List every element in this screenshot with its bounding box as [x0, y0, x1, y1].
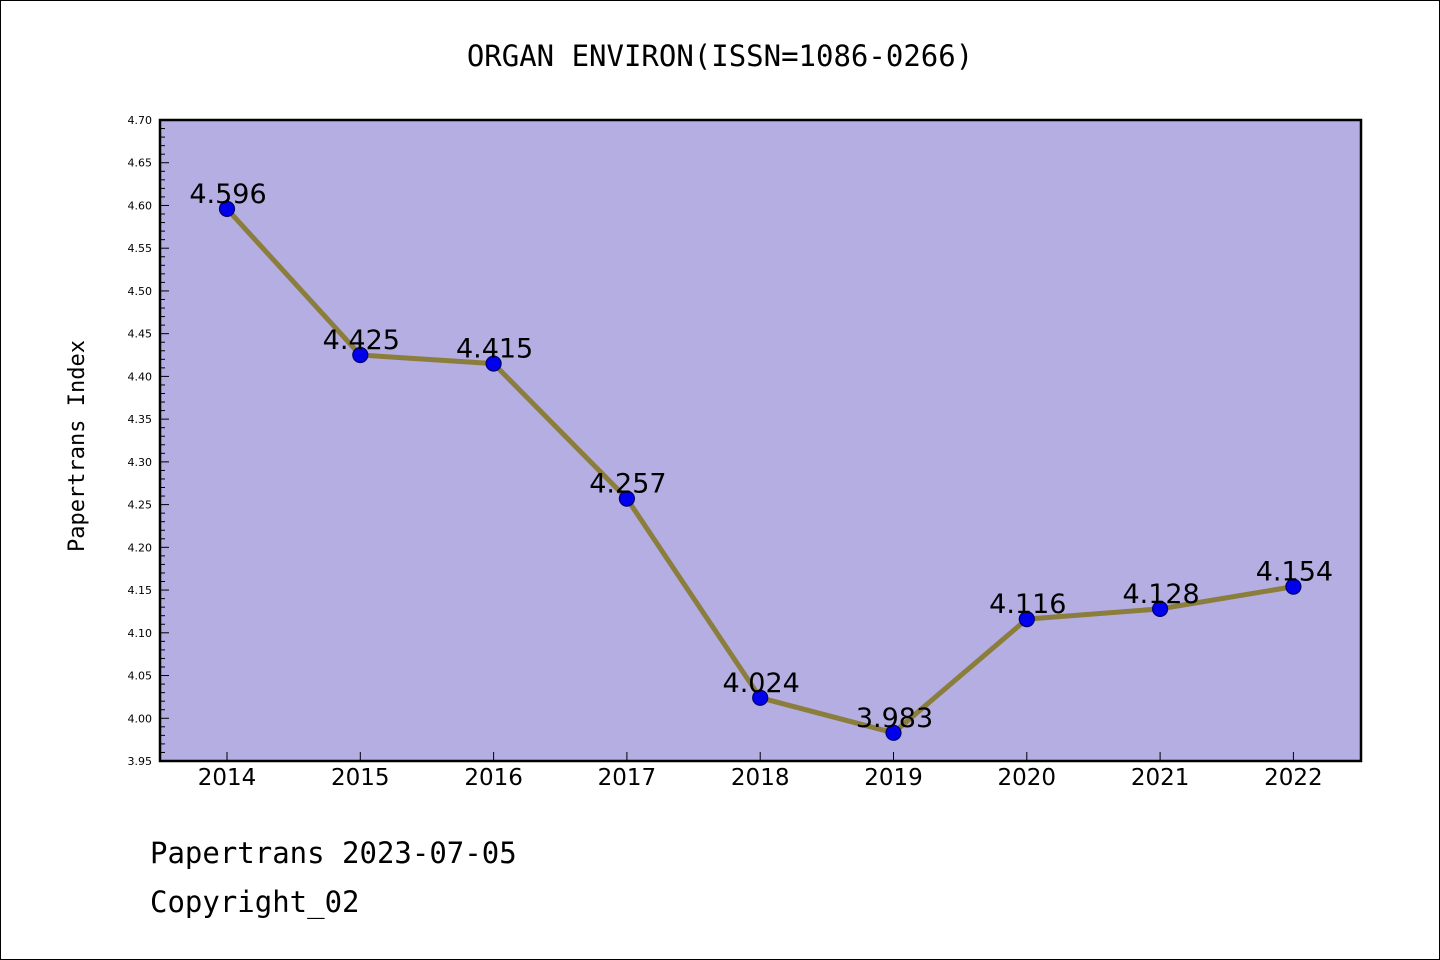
y-tick-label: 4.15 [128, 584, 153, 597]
footer-copyright: Copyright_02 [150, 885, 360, 919]
data-label: 4.596 [189, 179, 266, 210]
x-tick-label: 2018 [731, 765, 790, 791]
data-point-marker [1151, 600, 1169, 617]
y-tick-label: 4.10 [128, 627, 153, 640]
y-tick-label: 4.30 [128, 456, 153, 469]
data-point-marker [218, 200, 236, 217]
data-label: 4.024 [723, 668, 800, 699]
y-tick-label: 4.20 [128, 541, 153, 554]
y-tick-label: 4.60 [128, 199, 153, 212]
data-label: 3.983 [856, 703, 933, 734]
x-tick-label: 2019 [864, 765, 923, 791]
x-tick-label: 2016 [464, 765, 523, 791]
y-tick-label: 4.50 [128, 285, 153, 298]
data-label: 4.415 [456, 334, 533, 365]
y-tick-label: 4.00 [128, 712, 153, 725]
data-point-marker [618, 490, 636, 507]
x-tick-label: 2017 [598, 765, 657, 791]
x-tick-label: 2022 [1264, 765, 1323, 791]
footer-date: Papertrans 2023-07-05 [150, 836, 517, 870]
y-tick-label: 4.45 [128, 328, 153, 341]
y-tick-label: 4.65 [128, 157, 153, 170]
y-axis: 3.95 4.00 4.05 4.10 4.15 4.20 4.25 4.30 4.35 4.40… [128, 114, 169, 768]
y-tick-label: 4.05 [128, 670, 153, 683]
data-point-marker [885, 724, 902, 741]
data-label: 4.154 [1256, 557, 1333, 588]
y-axis-label: Papertrans Index [65, 340, 90, 552]
data-point-marker [485, 355, 502, 372]
y-tick-label: 4.25 [128, 499, 153, 512]
y-tick-label: 4.55 [128, 242, 153, 255]
data-point-marker [352, 346, 369, 364]
series-layer [218, 200, 1302, 741]
x-tick-label: 2021 [1131, 765, 1190, 791]
data-point-marker [1285, 578, 1302, 595]
y-tick-label: 4.40 [128, 370, 153, 383]
data-label: 4.257 [589, 469, 666, 500]
y-tick-label: 4.35 [128, 413, 153, 426]
data-label: 4.128 [1122, 579, 1199, 610]
y-tick-label: 4.70 [128, 114, 153, 127]
data-point-marker [752, 689, 769, 706]
data-label: 4.425 [323, 325, 400, 356]
x-tick-label: 2015 [331, 765, 390, 791]
chart-title: ORGAN ENVIRON(ISSN=1086-0266) [467, 39, 973, 73]
x-axis: 2014 2015 2016 2017 2018 2019 2020 2021 2022 [198, 752, 1323, 791]
data-point-marker [1018, 611, 1035, 628]
data-labels: 4.596 4.425 4.415 4.257 4.024 3.983 4.116 4.128… [189, 179, 1333, 734]
y-tick-label: 3.95 [128, 755, 153, 768]
x-tick-label: 2020 [998, 765, 1057, 791]
plot-area [158, 118, 1363, 763]
x-tick-label: 2014 [198, 765, 257, 791]
data-label: 4.116 [989, 589, 1066, 620]
